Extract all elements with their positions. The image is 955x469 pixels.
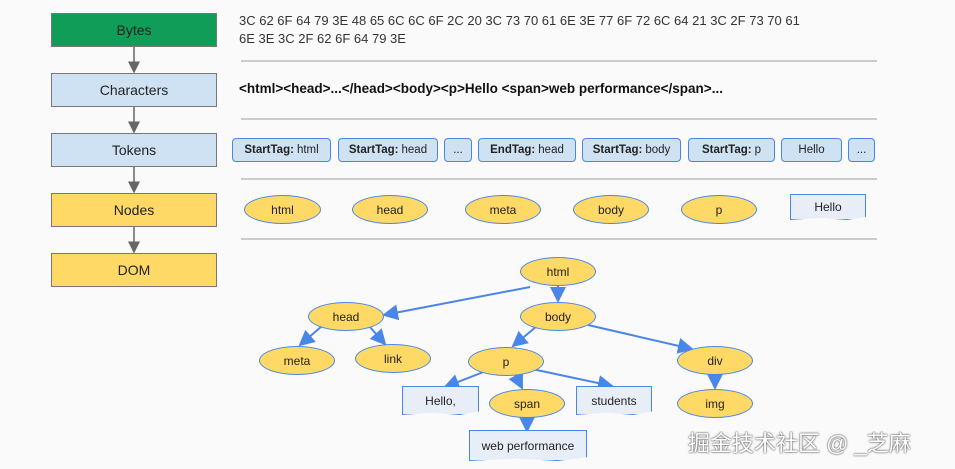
edge bbox=[382, 286, 531, 321]
node: meta bbox=[465, 195, 541, 224]
node: p bbox=[681, 195, 757, 224]
dom-text-students: students bbox=[576, 386, 652, 415]
edge bbox=[443, 370, 487, 390]
edge bbox=[508, 371, 523, 390]
watermark: 掘金技术社区 @ _芝麻 bbox=[688, 431, 911, 456]
dom-node-html: html bbox=[520, 257, 596, 286]
dom-node-img: img bbox=[677, 389, 753, 418]
token: StartTag: html bbox=[232, 138, 331, 162]
edge bbox=[531, 368, 614, 391]
edge bbox=[298, 325, 323, 347]
edge bbox=[368, 325, 387, 346]
token: StartTag: p bbox=[688, 138, 775, 162]
characters-text: <html><head>...</head><body><p>Hello <sp… bbox=[239, 81, 723, 96]
bytes-line-1: 3C 62 6F 64 79 3E 48 65 6C 6C 6F 2C 20 3… bbox=[239, 13, 800, 28]
dom-node-head: head bbox=[308, 302, 384, 331]
edge bbox=[511, 325, 538, 348]
token: StartTag: body bbox=[582, 138, 681, 162]
token: StartTag: head bbox=[338, 138, 438, 162]
stage-nodes: Nodes bbox=[51, 193, 217, 227]
text-node: Hello bbox=[790, 194, 866, 220]
stage-bytes: Bytes bbox=[51, 13, 217, 47]
dom-node-meta: meta bbox=[259, 346, 335, 375]
divider bbox=[241, 60, 877, 62]
divider bbox=[241, 238, 877, 240]
bytes-line-2: 6E 3E 3C 2F 62 6F 64 79 3E bbox=[239, 31, 406, 46]
token: ... bbox=[444, 138, 472, 162]
divider bbox=[241, 118, 877, 120]
divider bbox=[241, 178, 877, 180]
token: Hello bbox=[781, 138, 842, 162]
dom-node-p: p bbox=[468, 347, 544, 376]
dom-text-hello: Hello, bbox=[402, 386, 479, 415]
node: body bbox=[573, 195, 649, 224]
token: EndTag: head bbox=[478, 138, 576, 162]
node: html bbox=[244, 195, 321, 224]
token: ... bbox=[848, 138, 875, 162]
dom-node-span: span bbox=[489, 389, 565, 418]
stage-dom: DOM bbox=[51, 253, 217, 287]
dom-node-link: link bbox=[355, 344, 431, 373]
dom-text-web-performance: web performance bbox=[469, 430, 587, 461]
dom-node-div: div bbox=[677, 346, 753, 375]
stage-tokens: Tokens bbox=[51, 133, 217, 167]
stage-characters: Characters bbox=[51, 73, 217, 107]
edge bbox=[587, 324, 694, 354]
node: head bbox=[352, 195, 428, 224]
dom-node-body: body bbox=[520, 302, 596, 331]
